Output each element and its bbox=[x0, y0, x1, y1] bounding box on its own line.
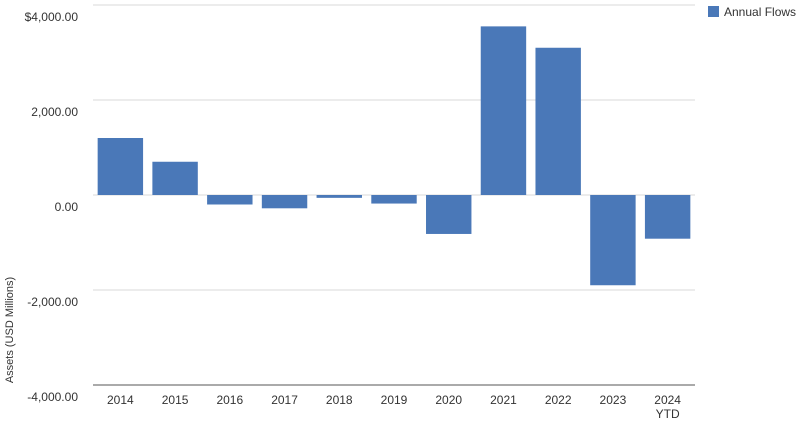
bar-2020 bbox=[426, 195, 472, 234]
x-tick-label: 2019 bbox=[381, 393, 408, 407]
bar-2022 bbox=[535, 47, 581, 195]
y-tick-label: -2,000.00 bbox=[27, 295, 78, 309]
legend: Annual Flows bbox=[708, 5, 796, 19]
bar-2014 bbox=[97, 138, 144, 195]
x-tick-label: 2024 YTD bbox=[654, 393, 681, 421]
x-tick-label: 2023 bbox=[600, 393, 627, 407]
bar-2017 bbox=[261, 195, 308, 209]
bar-2021 bbox=[480, 26, 527, 195]
bar-2015 bbox=[152, 161, 198, 195]
y-tick-label: -4,000.00 bbox=[27, 390, 78, 404]
bar-2016 bbox=[207, 195, 253, 205]
x-tick-label: 2022 bbox=[545, 393, 572, 407]
legend-label-annual-flows: Annual Flows bbox=[724, 5, 796, 19]
y-axis-ticks: $4,000.00 2,000.00 0.00 -2,000.00 -4,000.00 bbox=[25, 10, 79, 404]
bar-2019 bbox=[371, 195, 417, 204]
bar-2018 bbox=[316, 195, 362, 198]
x-tick-label: 2014 bbox=[107, 393, 134, 407]
y-tick-label: $4,000.00 bbox=[25, 10, 79, 24]
x-tick-label: 2020 bbox=[435, 393, 462, 407]
y-axis-label: Assets (USD Millions) bbox=[4, 277, 16, 383]
x-tick-label: 2017 bbox=[271, 393, 298, 407]
x-tick-label: 2016 bbox=[216, 393, 243, 407]
x-axis-ticks: 2014 2015 2016 2017 2018 2019 2020 2021 2022 2023… bbox=[107, 393, 681, 421]
y-tick-label: 0.00 bbox=[55, 200, 79, 214]
x-tick-label: 2018 bbox=[326, 393, 353, 407]
legend-swatch-annual-flows bbox=[708, 6, 719, 17]
x-tick-label: 2021 bbox=[490, 393, 517, 407]
x-tick-label: 2015 bbox=[162, 393, 189, 407]
bars bbox=[97, 26, 691, 286]
y-tick-label: 2,000.00 bbox=[31, 105, 78, 119]
bar-2023 bbox=[590, 195, 636, 286]
bar-2024-ytd bbox=[644, 195, 691, 239]
